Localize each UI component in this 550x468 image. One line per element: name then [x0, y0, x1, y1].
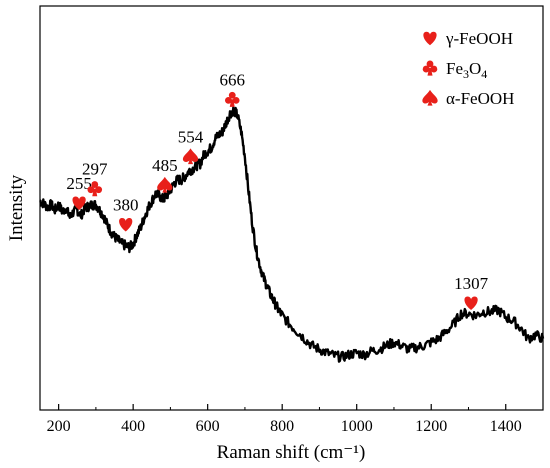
peak-label-255: 255	[66, 174, 92, 193]
legend-label-2: α-FeOOH	[446, 89, 514, 108]
heart-marker-380	[119, 217, 133, 232]
legend-label-0: γ-FeOOH	[445, 29, 513, 48]
plot-frame	[39, 5, 544, 411]
peak-label-1307: 1307	[454, 274, 489, 293]
club-marker-666	[224, 91, 240, 107]
legend: γ-FeOOH Fe3O4 α-FeOOH	[422, 29, 514, 108]
x-tick-label-800: 800	[270, 418, 294, 435]
legend-heart-icon	[423, 31, 437, 46]
x-tick-label-400: 400	[121, 418, 145, 435]
spectrum-series	[39, 106, 545, 363]
x-tick-label-200: 200	[47, 418, 71, 435]
x-tick-label-1000: 1000	[341, 418, 373, 435]
peak-label-380: 380	[113, 195, 139, 214]
legend-club-icon	[422, 60, 438, 76]
peak-label-485: 485	[152, 156, 178, 175]
x-axis-title-text: Raman shift (cm⁻¹)	[217, 442, 366, 463]
x-axis: 200 400 600 800 1000 1200 1400	[47, 404, 544, 435]
legend-label-1: Fe3O4	[446, 59, 487, 81]
x-tick-label-1400: 1400	[490, 418, 522, 435]
peak-label-666: 666	[220, 70, 246, 89]
peak-label-554: 554	[178, 127, 204, 146]
legend-spade-icon	[422, 89, 438, 106]
y-axis-title: Intensity	[6, 174, 27, 241]
spectrum-line	[39, 106, 545, 363]
spade-marker-485	[157, 176, 173, 193]
peak-label-297: 297	[82, 160, 108, 179]
x-axis-title: Raman shift (cm⁻¹)	[217, 442, 366, 463]
spade-marker-554	[182, 148, 199, 165]
heart-marker-1307	[464, 296, 478, 311]
x-tick-label-1200: 1200	[415, 418, 447, 435]
x-tick-label-600: 600	[196, 418, 220, 435]
